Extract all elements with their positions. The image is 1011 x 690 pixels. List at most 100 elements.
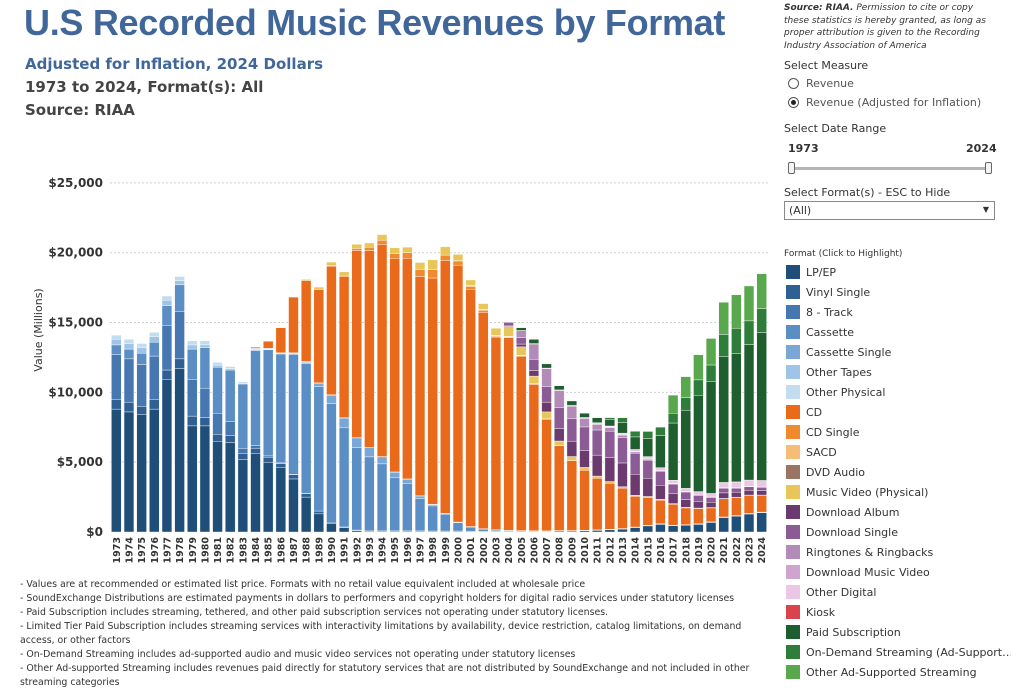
bar-segment[interactable] — [491, 337, 501, 530]
bar-segment[interactable] — [428, 270, 438, 278]
bar-segment[interactable] — [428, 278, 438, 504]
bar-segment[interactable] — [111, 339, 121, 345]
bar-segment[interactable] — [693, 380, 703, 395]
bar-segment[interactable] — [339, 418, 349, 428]
bar-segment[interactable] — [238, 448, 248, 454]
bar-segment[interactable] — [529, 359, 539, 370]
bar-segment[interactable] — [213, 365, 223, 367]
legend-item[interactable]: Cassette Single — [786, 342, 1006, 362]
bar-segment[interactable] — [668, 395, 678, 413]
bar-segment[interactable] — [516, 347, 526, 355]
bar-segment[interactable] — [327, 404, 337, 523]
bar-segment[interactable] — [567, 441, 577, 456]
bar-segment[interactable] — [251, 350, 261, 445]
bar-segment[interactable] — [314, 511, 324, 514]
bar-segment[interactable] — [504, 327, 514, 337]
bar-segment[interactable] — [301, 364, 311, 494]
bar-segment[interactable] — [643, 460, 653, 478]
bar-segment[interactable] — [681, 398, 691, 411]
bar-segment[interactable] — [744, 495, 754, 513]
bar-segment[interactable] — [314, 514, 324, 532]
bar-segment[interactable] — [377, 244, 387, 456]
bar-segment[interactable] — [453, 254, 463, 260]
bar-segment[interactable] — [706, 338, 716, 365]
bar-segment[interactable] — [124, 339, 134, 343]
legend-item[interactable]: DVD Audio — [786, 462, 1006, 482]
bar-segment[interactable] — [301, 281, 311, 362]
bar-segment[interactable] — [554, 428, 564, 441]
bar-segment[interactable] — [478, 529, 488, 531]
bar-segment[interactable] — [390, 258, 400, 472]
bar-segment[interactable] — [731, 328, 741, 353]
date-range-slider-track[interactable] — [791, 167, 989, 170]
bar-segment[interactable] — [263, 350, 273, 456]
bar-segment[interactable] — [225, 370, 235, 422]
bar-segment[interactable] — [630, 431, 640, 437]
bar-segment[interactable] — [276, 328, 286, 353]
bar-segment[interactable] — [327, 524, 337, 532]
bar-segment[interactable] — [137, 364, 147, 406]
bar-segment[interactable] — [238, 384, 248, 448]
bar-segment[interactable] — [757, 512, 767, 532]
bar-segment[interactable] — [618, 487, 628, 488]
bar-segment[interactable] — [542, 364, 552, 368]
bar-segment[interactable] — [453, 265, 463, 522]
bar-segment[interactable] — [643, 497, 653, 525]
bar-segment[interactable] — [719, 334, 729, 356]
bar-segment[interactable] — [289, 475, 299, 479]
bar-segment[interactable] — [415, 499, 425, 531]
bar-segment[interactable] — [137, 348, 147, 354]
bar-segment[interactable] — [516, 356, 526, 531]
bar-segment[interactable] — [466, 289, 476, 526]
bar-segment[interactable] — [693, 508, 703, 523]
bar-segment[interactable] — [440, 261, 450, 514]
bar-segment[interactable] — [453, 261, 463, 265]
bar-segment[interactable] — [213, 434, 223, 441]
legend-item[interactable]: Vinyl Single — [786, 282, 1006, 302]
bar-segment[interactable] — [731, 516, 741, 532]
bar-segment[interactable] — [111, 335, 121, 339]
bar-segment[interactable] — [402, 483, 412, 530]
bar-segment[interactable] — [529, 344, 539, 359]
bar-segment[interactable] — [681, 500, 691, 508]
bar-segment[interactable] — [681, 410, 691, 488]
bar-segment[interactable] — [200, 388, 210, 417]
bar-segment[interactable] — [643, 478, 653, 496]
bar-segment[interactable] — [592, 455, 602, 476]
bar-segment[interactable] — [251, 348, 261, 349]
bar-segment[interactable] — [567, 419, 577, 441]
bar-segment[interactable] — [681, 525, 691, 532]
bar-segment[interactable] — [352, 438, 362, 448]
bar-segment[interactable] — [592, 424, 602, 430]
bar-segment[interactable] — [213, 367, 223, 413]
bar-segment[interactable] — [327, 522, 337, 523]
bar-segment[interactable] — [757, 487, 767, 490]
legend-item[interactable]: SACD — [786, 442, 1006, 462]
bar-segment[interactable] — [289, 479, 299, 532]
bar-segment[interactable] — [187, 341, 197, 345]
bar-segment[interactable] — [744, 514, 754, 532]
bar-segment[interactable] — [554, 445, 564, 530]
bar-segment[interactable] — [580, 413, 590, 417]
bar-segment[interactable] — [200, 348, 210, 388]
bar-segment[interactable] — [681, 377, 691, 398]
bar-segment[interactable] — [251, 448, 261, 454]
bar-segment[interactable] — [339, 428, 349, 527]
bar-segment[interactable] — [453, 523, 463, 531]
bar-segment[interactable] — [580, 467, 590, 470]
bar-segment[interactable] — [668, 494, 678, 504]
bar-segment[interactable] — [618, 529, 628, 532]
bar-segment[interactable] — [693, 495, 703, 501]
bar-segment[interactable] — [706, 502, 716, 507]
legend-item[interactable]: Music Video (Physical) — [786, 482, 1006, 502]
bar-segment[interactable] — [744, 487, 754, 491]
bar-segment[interactable] — [668, 526, 678, 532]
bar-segment[interactable] — [364, 448, 374, 457]
date-range-start-handle[interactable] — [788, 162, 795, 174]
bar-segment[interactable] — [390, 472, 400, 478]
bar-segment[interactable] — [656, 524, 666, 532]
bar-segment[interactable] — [175, 369, 185, 532]
bar-segment[interactable] — [719, 302, 729, 334]
bar-segment[interactable] — [149, 399, 159, 409]
bar-segment[interactable] — [162, 380, 172, 532]
